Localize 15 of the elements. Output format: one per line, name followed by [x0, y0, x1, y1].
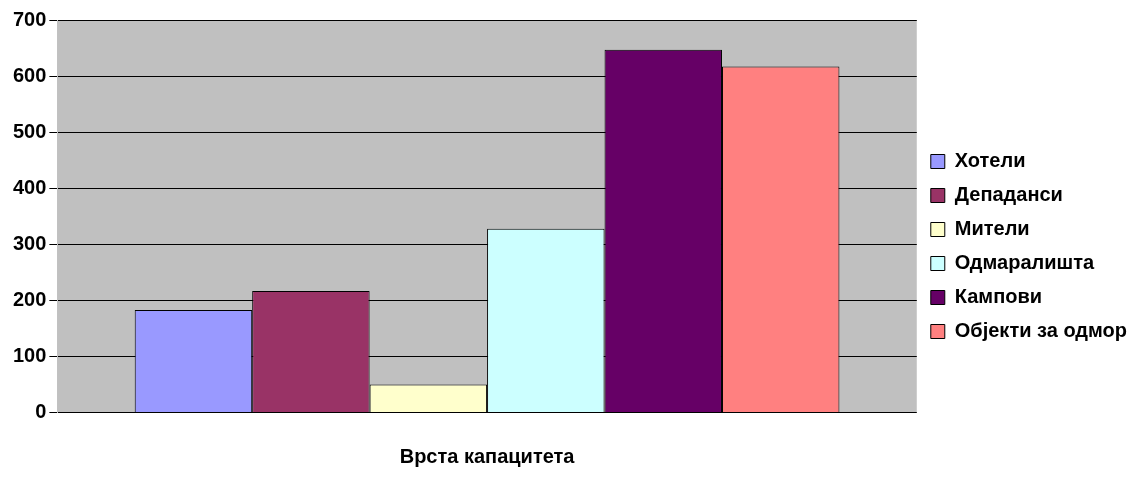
legend-label: Депаданси	[954, 183, 1063, 206]
legend-label: Кампови	[954, 285, 1043, 308]
y-tick-label: 400	[12, 175, 47, 198]
legend-label: Хотели	[954, 149, 1026, 172]
y-tick-label: 500	[12, 119, 47, 142]
y-tick-label: 300	[12, 231, 47, 254]
y-tick-label: 600	[12, 63, 47, 86]
y-tick-label: 200	[12, 287, 47, 310]
y-tick-label: 700	[12, 7, 47, 30]
y-tick-label: 100	[12, 344, 47, 367]
legend-label: Објекти за одмор	[954, 319, 1127, 342]
legend-label: Мители	[954, 217, 1030, 240]
legend-label: Одмаралишта	[954, 251, 1095, 274]
y-tick-label: 0	[35, 400, 47, 423]
x-axis-title: Врста капацитета	[399, 444, 576, 467]
